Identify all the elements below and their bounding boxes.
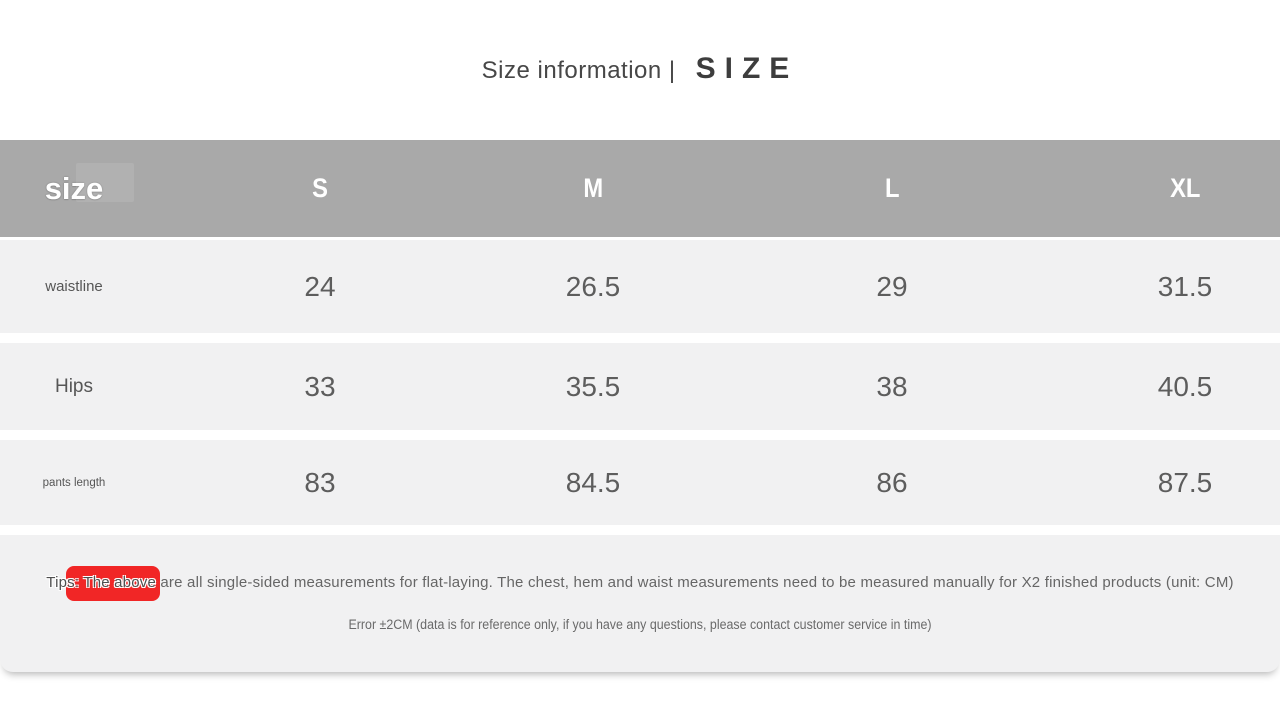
cell-waistline-l: 29 bbox=[876, 270, 908, 302]
header-col-s-label: S bbox=[312, 173, 328, 203]
tips-highlight-text: Tips: The above bbox=[46, 574, 157, 591]
page-title-main: Size information | bbox=[481, 57, 676, 84]
row-label: waistline bbox=[45, 278, 103, 295]
header-corner-size-label: size bbox=[44, 170, 104, 206]
page-title-accent: SIZE bbox=[695, 52, 799, 85]
header-col-l: L bbox=[694, 173, 1090, 204]
cell-hips-s: 33 bbox=[304, 370, 336, 402]
table-row-pants-length: pants length 83 84.5 86 87.5 bbox=[0, 440, 1280, 525]
table-row-hips: Hips 33 35.5 38 40.5 bbox=[0, 343, 1280, 430]
cell-pants-length-s: 83 bbox=[304, 466, 336, 498]
cell-pants-length-m: 84.5 bbox=[565, 466, 621, 498]
size-chart-header-row: size S M L XL bbox=[0, 140, 1280, 237]
header-col-xl: XL bbox=[1090, 173, 1280, 204]
tips-measurement-note: Tips: The above are all single-sided mea… bbox=[0, 574, 1280, 591]
tips-error-note: Error ±2CM (data is for reference only, … bbox=[348, 617, 932, 632]
cell-waistline-m: 26.5 bbox=[565, 270, 621, 302]
header-col-m: M bbox=[492, 173, 694, 204]
size-chart-table: size S M L XL waistline 24 26.5 29 31.5 … bbox=[0, 140, 1280, 672]
tips-red-badge bbox=[66, 566, 160, 601]
row-label: pants length bbox=[42, 476, 106, 489]
header-col-m-label: M bbox=[583, 173, 603, 203]
header-col-xl-label: XL bbox=[1169, 173, 1201, 203]
header-col-l-label: L bbox=[884, 173, 900, 203]
table-row-waistline: waistline 24 26.5 29 31.5 bbox=[0, 240, 1280, 333]
tips-panel: Tips: The above are all single-sided mea… bbox=[0, 535, 1280, 672]
cell-hips-xl: 40.5 bbox=[1157, 370, 1213, 402]
header-col-s: S bbox=[148, 173, 492, 204]
cell-hips-l: 38 bbox=[876, 370, 908, 402]
page-title: Size information | SIZE bbox=[0, 52, 1280, 86]
tips-note-rest: are all single-sided measurements for fl… bbox=[156, 574, 1234, 591]
cell-pants-length-xl: 87.5 bbox=[1157, 466, 1213, 498]
cell-waistline-s: 24 bbox=[304, 270, 336, 302]
cell-waistline-xl: 31.5 bbox=[1157, 270, 1213, 302]
cell-pants-length-l: 86 bbox=[876, 466, 908, 498]
row-label: Hips bbox=[54, 375, 93, 397]
cell-hips-m: 35.5 bbox=[565, 370, 621, 402]
